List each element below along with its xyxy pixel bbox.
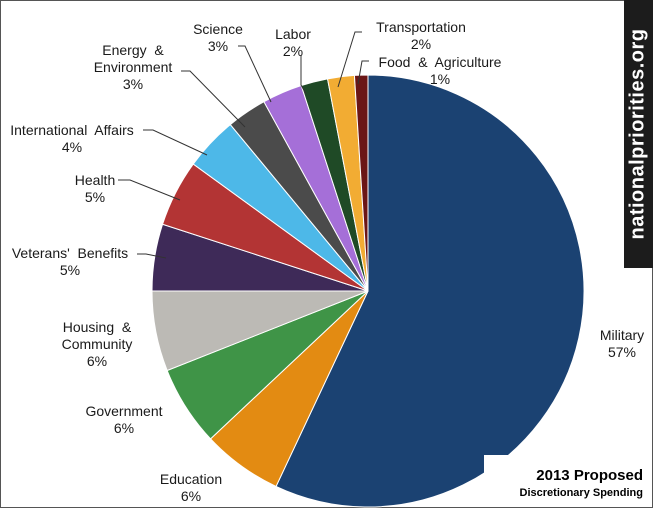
slice-label-labor: Labor 2% bbox=[275, 26, 311, 59]
slice-label-energy-environment: Energy & Environment 3% bbox=[94, 42, 173, 92]
leader-line-veterans-benefits bbox=[137, 253, 167, 259]
slice-label-international-affairs: International Affairs 4% bbox=[10, 122, 133, 155]
leader-line-energy-environment bbox=[181, 70, 246, 128]
watermark-band bbox=[624, 0, 653, 268]
slice-label-education: Education 6% bbox=[160, 471, 222, 504]
slice-label-transportation: Transportation 2% bbox=[376, 19, 466, 52]
slice-label-health: Health 5% bbox=[75, 172, 115, 205]
leader-line-labor bbox=[300, 55, 307, 95]
slice-label-veterans-benefits: Veterans' Benefits 5% bbox=[12, 245, 128, 278]
slice-label-housing-community: Housing & Community 6% bbox=[62, 319, 133, 369]
leader-line-international-affairs bbox=[143, 129, 208, 156]
watermark-text: nationalpriorities.org bbox=[626, 28, 649, 240]
leader-line-health bbox=[118, 179, 181, 201]
caption-title: 2013 Proposed bbox=[536, 467, 643, 484]
slice-label-government: Government 6% bbox=[85, 403, 162, 436]
slice-label-food-agriculture: Food & Agriculture 1% bbox=[379, 54, 502, 87]
caption-subtitle: Discretionary Spending bbox=[519, 487, 643, 499]
pie-slice-military bbox=[275, 74, 585, 508]
chart-caption: 2013 Proposed Discretionary Spending bbox=[484, 455, 649, 504]
slice-label-military: Military 57% bbox=[600, 327, 644, 360]
leader-line-transportation bbox=[337, 31, 362, 88]
slice-label-science: Science 3% bbox=[193, 21, 243, 54]
pie-slice-food-agriculture bbox=[353, 74, 369, 292]
leader-line-food-agriculture bbox=[357, 60, 369, 85]
leader-line-science bbox=[238, 45, 272, 103]
